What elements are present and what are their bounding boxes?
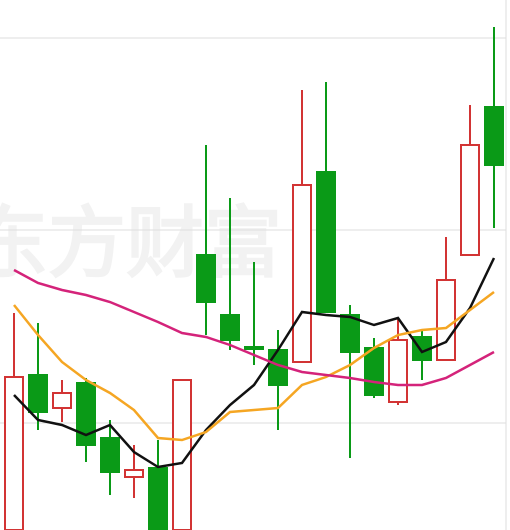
- moving-average: [13, 257, 496, 469]
- candle-body: [316, 171, 336, 313]
- candle-body: [28, 374, 48, 413]
- candle-body: [388, 339, 408, 403]
- candle-body: [172, 379, 192, 530]
- candle-body: [460, 144, 480, 256]
- candle-body: [484, 106, 504, 166]
- candle-body: [100, 437, 120, 473]
- candle-body: [196, 254, 216, 303]
- moving-average: [13, 268, 495, 387]
- candle-body: [244, 346, 264, 350]
- candle-body: [52, 392, 72, 409]
- candle-body: [364, 347, 384, 396]
- candle-body: [76, 382, 96, 446]
- candle-body: [124, 469, 144, 478]
- candle-body: [436, 279, 456, 361]
- candle-body: [340, 314, 360, 353]
- watermark: 东方财富: [0, 199, 282, 289]
- candle-body: [292, 184, 312, 363]
- candle-body: [148, 467, 168, 530]
- candle-body: [220, 314, 240, 341]
- moving-average: [13, 291, 495, 442]
- candle-body: [4, 376, 24, 530]
